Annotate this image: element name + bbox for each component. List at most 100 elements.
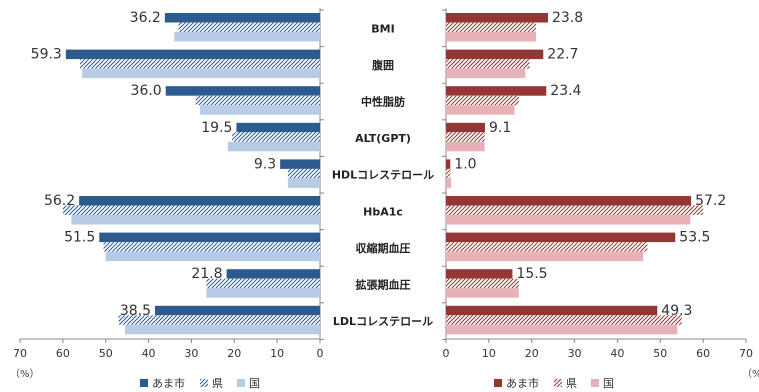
category-label: ALT(GPT) — [355, 132, 411, 145]
left-data-label: 36.0 — [131, 83, 162, 99]
left-bar-nation — [227, 141, 320, 152]
right-bar-pref — [446, 22, 536, 32]
left-bar-pref — [118, 315, 320, 325]
left-x-tick-label: 10 — [270, 347, 284, 360]
right-bar-city — [446, 305, 658, 316]
right-data-label: 23.8 — [552, 10, 583, 26]
right-bar-city — [446, 159, 451, 169]
left-bar-city — [236, 122, 320, 133]
left-data-label: 19.5 — [201, 120, 232, 136]
category-label: BMI — [371, 22, 394, 35]
left-data-label: 21.8 — [191, 266, 222, 282]
left-bar-pref — [62, 205, 320, 215]
left-bar-nation — [71, 215, 320, 225]
right-data-label: 15.5 — [516, 266, 547, 282]
right-legend-label: 県 — [566, 377, 577, 390]
left-chart: 70 60 50 40 30 20 10 0 36.2 59.3 36.0 19.5 9.3 56.2 51… — [10, 8, 324, 390]
right-bar-nation — [446, 178, 452, 188]
category-label: 中性脂肪 — [361, 95, 405, 109]
left-data-label: 36.2 — [130, 10, 161, 26]
right-data-label: 49.3 — [661, 303, 692, 319]
right-bar-pref — [446, 315, 682, 325]
left-data-label: 59.3 — [31, 47, 62, 63]
right-bar-pref — [446, 59, 530, 69]
right-chart: 0 10 20 30 40 50 60 70 23.8 22.7 23.4 9.1 1.0 57.2 53.… — [442, 8, 759, 390]
right-bar-nation — [446, 251, 644, 262]
category-label: 腹囲 — [372, 58, 394, 72]
left-legend-swatch — [140, 379, 148, 387]
right-bar-pref — [446, 242, 648, 252]
left-x-tick-label: 40 — [142, 347, 156, 360]
category-label: 拡張期血圧 — [356, 278, 411, 292]
left-bar-pref — [103, 242, 320, 252]
right-bar-pref — [446, 278, 519, 289]
right-bar-city — [446, 49, 544, 60]
right-legend-label: 国 — [603, 377, 614, 390]
right-bar-pref — [446, 205, 704, 215]
left-data-label: 51.5 — [64, 230, 95, 246]
left-bar-city — [164, 13, 320, 23]
left-bar-nation — [125, 324, 320, 335]
right-bar-pref — [446, 168, 451, 179]
left-data-label: 38.5 — [120, 303, 151, 319]
left-x-tick-label: 0 — [317, 347, 324, 360]
right-bar-city — [446, 13, 548, 23]
right-data-label: 57.2 — [695, 193, 726, 209]
left-bar-city — [280, 159, 320, 169]
left-bar-city — [65, 49, 320, 60]
right-bar-city — [446, 269, 513, 279]
left-legend-swatch — [237, 379, 245, 387]
left-bar-pref — [178, 22, 320, 32]
right-bar-nation — [446, 288, 519, 298]
left-bar-city — [155, 305, 320, 316]
left-bar-city — [99, 232, 321, 243]
right-x-tick-label: 50 — [653, 347, 667, 360]
left-bar-city — [226, 269, 320, 279]
left-bar-nation — [105, 251, 320, 262]
right-bar-nation — [446, 105, 515, 115]
right-x-tick-label: 70 — [739, 347, 753, 360]
category-label: HbA1c — [363, 205, 403, 218]
right-bar-nation — [446, 68, 526, 79]
left-bar-city — [79, 196, 321, 206]
left-legend-swatch — [200, 379, 208, 387]
left-legend-label: 国 — [249, 377, 260, 390]
right-bar-nation — [446, 215, 691, 225]
left-bar-pref — [206, 278, 320, 289]
right-bar-pref — [446, 132, 485, 142]
left-bar-nation — [82, 68, 321, 79]
left-data-label: 9.3 — [254, 156, 276, 172]
right-bar-nation — [446, 324, 678, 335]
left-unit-label: （%） — [10, 368, 40, 380]
left-data-label: 56.2 — [44, 193, 75, 209]
left-x-tick-label: 70 — [13, 347, 27, 360]
left-bar-pref — [232, 132, 320, 142]
right-x-tick-label: 60 — [696, 347, 710, 360]
right-legend-swatch — [554, 379, 562, 387]
right-legend-label: あま市 — [506, 376, 539, 390]
right-data-label: 23.4 — [550, 83, 581, 99]
left-x-tick-label: 50 — [99, 347, 113, 360]
left-bar-pref — [80, 59, 320, 69]
right-bar-city — [446, 196, 692, 206]
right-legend-swatch — [494, 379, 502, 387]
left-bar-nation — [174, 32, 320, 42]
right-legend-swatch — [591, 379, 599, 387]
left-bar-city — [165, 86, 320, 96]
right-x-tick-label: 40 — [610, 347, 624, 360]
left-x-tick-label: 20 — [227, 347, 241, 360]
left-bar-nation — [206, 288, 320, 298]
left-bar-pref — [195, 95, 320, 106]
left-bar-nation — [200, 105, 320, 115]
right-data-label: 22.7 — [547, 47, 578, 63]
left-bar-nation — [287, 178, 320, 188]
right-data-label: 9.1 — [489, 120, 511, 136]
left-bar-pref — [287, 168, 320, 179]
right-bar-nation — [446, 141, 485, 152]
right-bar-city — [446, 86, 547, 96]
right-unit-label: （%） — [742, 368, 759, 380]
category-label: 収縮期血圧 — [356, 241, 411, 255]
category-label: LDLコレステロール — [333, 315, 433, 328]
